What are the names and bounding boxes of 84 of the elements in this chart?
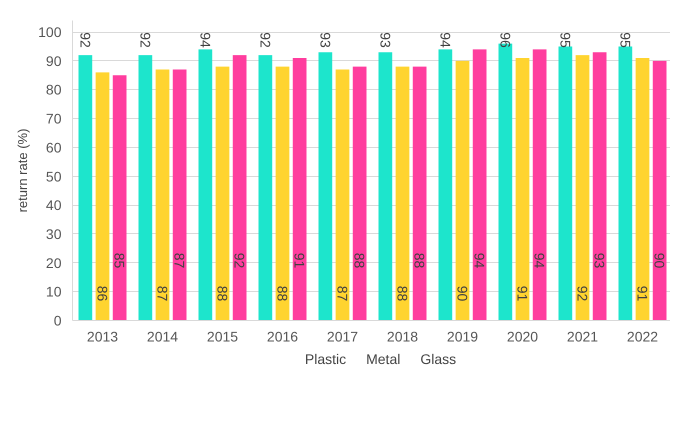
data-label: 95 bbox=[617, 32, 634, 48]
bar bbox=[172, 70, 186, 320]
data-label: 92 bbox=[574, 286, 590, 302]
bar bbox=[456, 60, 470, 320]
bar bbox=[378, 52, 392, 320]
bar bbox=[618, 46, 632, 320]
data-label: 93 bbox=[377, 32, 394, 48]
bar bbox=[592, 52, 606, 320]
x-tick-label: 2013 bbox=[86, 328, 118, 344]
bar bbox=[438, 49, 452, 320]
data-label: 93 bbox=[317, 32, 334, 48]
data-label: 88 bbox=[394, 286, 410, 302]
bar bbox=[232, 55, 246, 320]
bar bbox=[276, 66, 290, 320]
data-label: 88 bbox=[214, 286, 230, 302]
y-tick-label: 40 bbox=[46, 197, 62, 214]
x-tick-label: 2021 bbox=[566, 328, 598, 344]
data-label: 94 bbox=[437, 32, 454, 48]
y-tick-label: 80 bbox=[46, 82, 62, 98]
bar bbox=[396, 66, 410, 320]
data-label: 96 bbox=[497, 32, 514, 48]
y-tick-label: 90 bbox=[46, 52, 62, 69]
data-label: 93 bbox=[592, 252, 608, 268]
data-label: 95 bbox=[557, 32, 574, 48]
x-tick-label: 2019 bbox=[446, 328, 478, 344]
bar bbox=[258, 55, 272, 320]
data-label: 87 bbox=[154, 286, 170, 302]
y-tick-label: 50 bbox=[46, 168, 62, 184]
bar bbox=[198, 49, 212, 320]
bar bbox=[112, 75, 126, 320]
data-label: 86 bbox=[94, 286, 110, 302]
data-label: 90 bbox=[652, 252, 668, 268]
x-tick-label: 2016 bbox=[266, 328, 298, 344]
bar bbox=[318, 52, 332, 320]
data-label: 92 bbox=[77, 32, 94, 48]
data-label: 92 bbox=[257, 32, 274, 48]
bar bbox=[472, 49, 486, 320]
bar bbox=[96, 72, 110, 320]
data-label: 88 bbox=[352, 252, 368, 268]
bar bbox=[216, 66, 230, 320]
y-tick-label: 10 bbox=[46, 284, 62, 300]
bar bbox=[532, 49, 546, 320]
data-label: 92 bbox=[232, 252, 248, 268]
y-tick-label: 70 bbox=[46, 110, 62, 127]
bar bbox=[636, 58, 650, 320]
data-label: 92 bbox=[137, 32, 154, 48]
bar bbox=[516, 58, 530, 320]
bar bbox=[138, 55, 152, 320]
data-label: 94 bbox=[472, 252, 488, 268]
bar bbox=[652, 60, 666, 320]
bar bbox=[156, 70, 170, 320]
text: Metal bbox=[366, 351, 400, 367]
x-tick-label: 2022 bbox=[626, 328, 658, 344]
data-label: 87 bbox=[172, 252, 188, 268]
x-tick-label: 2020 bbox=[506, 328, 538, 344]
bar bbox=[576, 55, 590, 320]
text: Plastic bbox=[304, 351, 346, 367]
y-tick-label: 0 bbox=[54, 312, 62, 328]
bar bbox=[558, 46, 572, 320]
x-tick-label: 2015 bbox=[206, 328, 238, 344]
x-tick-label: 2017 bbox=[326, 328, 358, 344]
data-label: 91 bbox=[514, 286, 530, 302]
data-label: 91 bbox=[292, 252, 308, 268]
data-label: 88 bbox=[274, 286, 290, 302]
data-label: 88 bbox=[412, 252, 428, 268]
data-label: 91 bbox=[634, 286, 650, 302]
y-tick-label: 20 bbox=[46, 254, 62, 271]
bar bbox=[336, 70, 350, 320]
x-tick-label: 2014 bbox=[146, 328, 178, 344]
y-tick-label: 60 bbox=[46, 139, 62, 156]
text: Glass bbox=[420, 351, 456, 367]
y-tick-label: 30 bbox=[46, 226, 62, 242]
bar bbox=[78, 55, 92, 320]
data-label: 90 bbox=[454, 286, 470, 302]
data-label: 94 bbox=[532, 252, 548, 268]
data-label: 85 bbox=[112, 252, 128, 268]
bar bbox=[292, 58, 306, 320]
y-axis-title: return rate (%) bbox=[15, 128, 30, 212]
bar bbox=[412, 66, 426, 320]
x-tick-label: 2018 bbox=[386, 328, 418, 344]
y-tick-label: 100 bbox=[38, 24, 62, 40]
bar bbox=[352, 66, 366, 320]
data-label: 87 bbox=[334, 286, 350, 302]
data-label: 94 bbox=[197, 32, 214, 48]
